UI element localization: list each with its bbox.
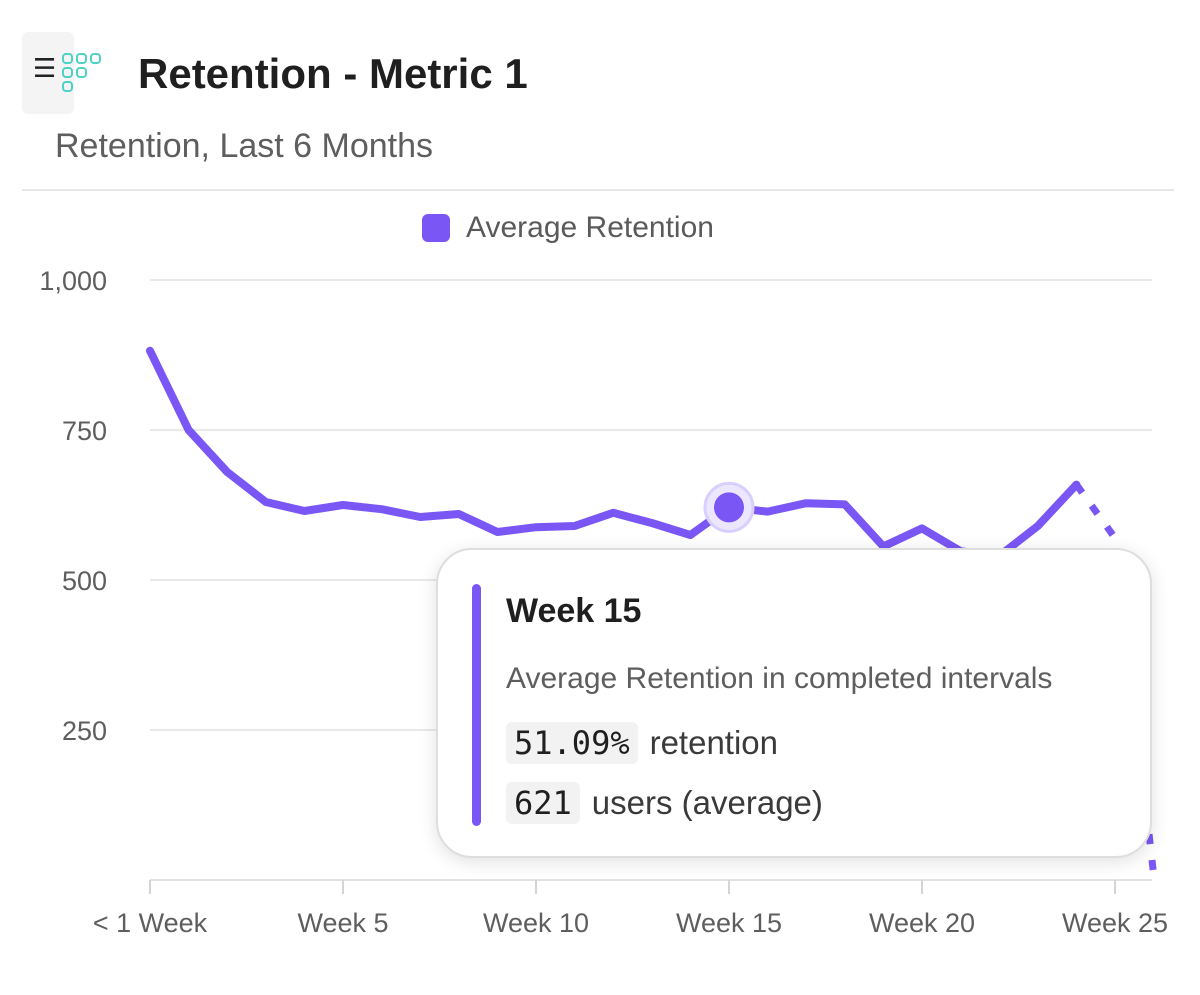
menu-icon[interactable]: ☰ — [33, 54, 57, 84]
y-tick-label-750: 750 — [62, 416, 107, 446]
page-title: Retention - Metric 1 — [138, 50, 528, 97]
x-tick-label-5: Week 5 — [297, 908, 388, 938]
grid-dots-logo-icon — [62, 53, 101, 92]
tooltip-users-value: 621 — [506, 782, 580, 824]
tooltip-retention-label: retention — [649, 724, 779, 761]
page-subtitle: Retention, Last 6 Months — [55, 127, 434, 165]
tooltip-retention-value: 51.09% — [506, 722, 638, 764]
y-tick-label-500: 500 — [62, 566, 107, 596]
tooltip-subtitle: Average Retention in completed intervals — [506, 662, 1053, 695]
legend-label: Average Retention — [466, 211, 714, 244]
tooltip-users-row: 621 users (average) — [506, 782, 823, 824]
x-tick-label-20: Week 20 — [869, 908, 975, 938]
highlight-point — [714, 492, 744, 523]
y-tick-label-1000: 1,000 — [39, 266, 107, 296]
tooltip-retention-row: 51.09% retention — [506, 722, 778, 764]
legend-swatch — [422, 214, 450, 242]
tooltip-users-label: users (average) — [591, 784, 823, 821]
tooltip-accent-bar — [472, 584, 481, 826]
header-divider — [22, 189, 1174, 191]
tooltip-title: Week 15 — [506, 592, 642, 630]
x-tick-label-0: < 1 Week — [93, 908, 208, 938]
chart-tooltip: Week 15 Average Retention in completed i… — [436, 548, 1152, 858]
y-tick-label-250: 250 — [62, 716, 107, 746]
x-tick-label-15: Week 15 — [676, 908, 782, 938]
series-line-average-retention — [146, 346, 1081, 560]
x-tick-label-10: Week 10 — [483, 908, 589, 938]
chart-legend[interactable]: Average Retention — [422, 208, 714, 248]
menu-tile[interactable] — [22, 32, 74, 114]
x-tick-label-25: Week 25 — [1062, 908, 1168, 938]
